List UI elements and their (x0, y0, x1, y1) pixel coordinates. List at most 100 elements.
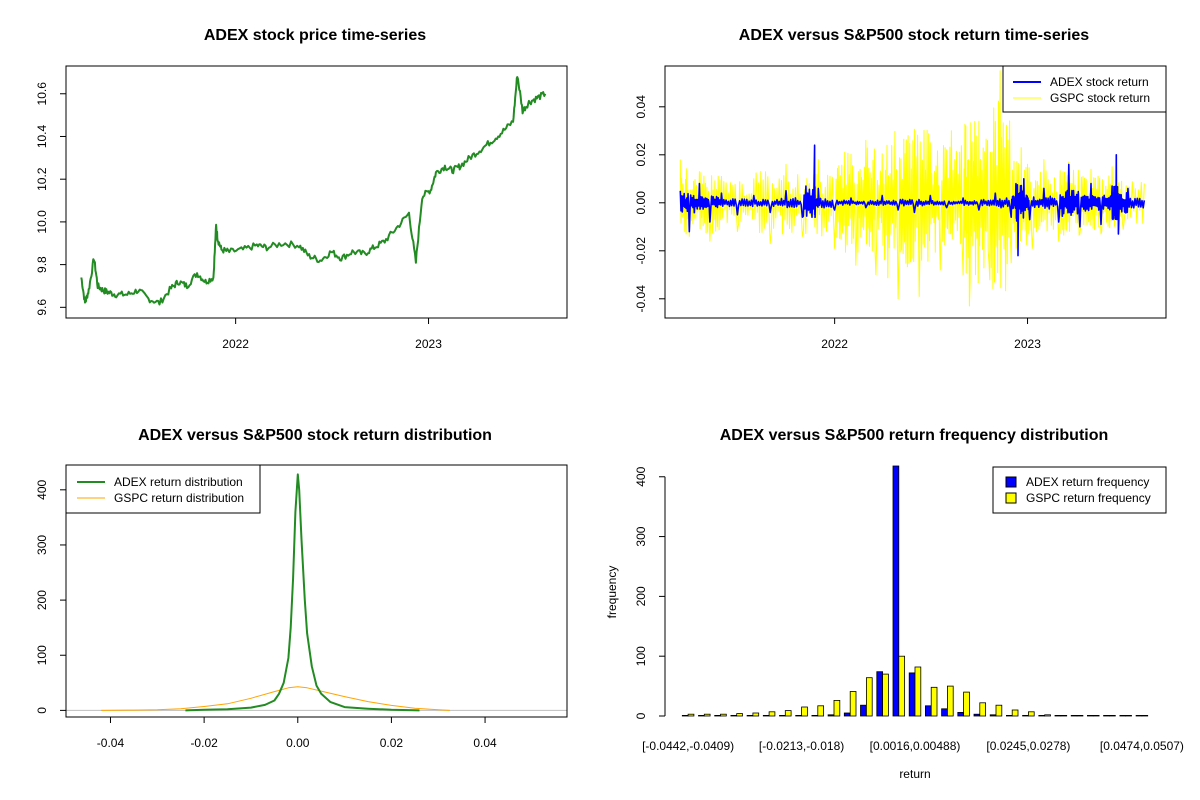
legend-box (1002, 65, 1167, 113)
gspc-freq-bar (1092, 715, 1100, 717)
y-tick-label: 9.6 (35, 299, 49, 316)
adex-freq-bar (762, 715, 770, 717)
adex-freq-bar (746, 715, 754, 717)
gspc-freq-bar (817, 705, 824, 717)
legend-label: ADEX return distribution (114, 475, 243, 489)
gspc-freq-bar (1044, 714, 1051, 717)
x-tick-label: 0.00 (286, 736, 310, 750)
chart-title: ADEX versus S&P500 return frequency dist… (720, 427, 1109, 444)
adex-freq-bar (795, 715, 802, 717)
adex-freq-bar (957, 712, 964, 717)
plot-box (65, 65, 568, 319)
adex-freq-bar (1038, 715, 1046, 717)
gspc-freq-bar (1028, 711, 1035, 717)
adex-freq-bar (925, 705, 932, 717)
x-tick-label: -0.02 (190, 736, 218, 750)
adex-freq-bar (941, 708, 948, 717)
x-tick-label: 2022 (821, 337, 848, 351)
plot-box (664, 65, 1167, 319)
adex-freq-bar (1070, 715, 1078, 717)
gspc-freq-bar (833, 700, 841, 717)
gspc-freq-bar (963, 691, 970, 717)
adex-freq-bar (1006, 715, 1013, 717)
y-tick-label: 10.6 (35, 82, 49, 106)
gspc-freq-bar (752, 712, 760, 717)
adex-freq-bar (827, 714, 835, 717)
gspc-freq-bar (703, 713, 711, 717)
gspc-freq-bar (687, 713, 695, 717)
x-tick-label: 0.02 (380, 736, 404, 750)
adex-freq-bar (730, 715, 738, 717)
adex-freq-bar (1054, 715, 1062, 717)
price-chart: ADEX stock price time-series 9.6 9.8 10.0 1… (35, 27, 568, 351)
y-tick-label: -0.02 (634, 237, 648, 265)
adex-freq-bar (843, 712, 851, 717)
legend-box (992, 466, 1167, 514)
y-tick-label: 0.04 (634, 95, 648, 119)
x-tick-label: [0.0245,0.0278) (986, 739, 1070, 753)
adex-freq-bar (681, 715, 689, 717)
gspc-freq-bar (801, 706, 808, 717)
legend-swatch (1005, 476, 1017, 488)
y-tick-label: 0 (35, 707, 49, 714)
x-tick-label: 2023 (415, 337, 442, 351)
y-tick-label: 300 (35, 535, 49, 555)
gspc-freq-bar (736, 713, 743, 717)
gspc-freq-bar (1141, 715, 1149, 717)
gspc-freq-bar (1011, 709, 1019, 717)
y-tick-label: 0.00 (634, 191, 648, 215)
y-tick-label: 10.0 (35, 210, 49, 234)
adex-freq-bar (1119, 715, 1127, 717)
gspc-freq-bar (1125, 715, 1132, 717)
legend-label: GSPC stock return (1050, 91, 1150, 105)
chart-title: ADEX versus S&P500 stock return distribu… (138, 427, 492, 444)
x-tick-label: [0.0474,0.0507) (1100, 739, 1184, 753)
x-tick-label: 0.04 (473, 736, 497, 750)
y-tick-label: 10.4 (35, 124, 49, 148)
y-tick-label: 400 (35, 479, 49, 499)
gspc-return-line (679, 70, 1145, 307)
adex-freq-bar (973, 713, 981, 717)
x-tick-label: [-0.0213,-0.018) (759, 739, 844, 753)
gspc-freq-bar (1076, 715, 1084, 717)
gspc-freq-bar (849, 691, 857, 717)
y-tick-label: 200 (35, 590, 49, 610)
adex-freq-bar (698, 715, 705, 717)
y-tick-label: 100 (634, 646, 648, 666)
density-chart: ADEX versus S&P500 stock return distribu… (35, 427, 568, 750)
y-tick-label: 0.02 (634, 143, 648, 167)
gspc-freq-bar (720, 713, 727, 717)
chart-title: ADEX stock price time-series (204, 27, 426, 44)
adex-freq-bar (811, 715, 819, 717)
gspc-freq-bar (930, 686, 938, 717)
gspc-freq-bar (914, 666, 922, 717)
adex-density-line (185, 473, 420, 712)
chart-title: ADEX versus S&P500 stock return time-ser… (739, 27, 1089, 44)
adex-return-line (679, 144, 1146, 257)
legend-label: GSPC return frequency (1026, 491, 1151, 505)
adex-freq-bar (779, 715, 786, 717)
adex-freq-bar (892, 465, 900, 717)
adex-freq-bar (1087, 715, 1094, 717)
legend-box (65, 464, 261, 514)
gspc-freq-bar (768, 711, 776, 717)
gspc-freq-bar (866, 677, 873, 717)
adex-freq-bar (989, 714, 997, 717)
y-tick-label: 100 (35, 645, 49, 665)
gspc-freq-bar (784, 710, 792, 717)
returns-chart: ADEX versus S&P500 stock return time-ser… (634, 27, 1167, 351)
plot-box (65, 464, 568, 718)
y-tick-label: -0.04 (634, 285, 648, 313)
x-axis-label: return (899, 767, 930, 781)
price-line (80, 76, 547, 306)
y-tick-label: 400 (634, 466, 648, 486)
gspc-freq-bar (1109, 715, 1116, 717)
legend-label: ADEX return frequency (1026, 475, 1149, 489)
legend-swatch (1005, 492, 1017, 504)
adex-freq-bar (1135, 715, 1143, 717)
y-tick-label: 0 (634, 712, 648, 719)
x-tick-label: 2022 (222, 337, 249, 351)
gspc-freq-bar (979, 702, 986, 717)
y-axis-label: frequency (605, 566, 619, 619)
